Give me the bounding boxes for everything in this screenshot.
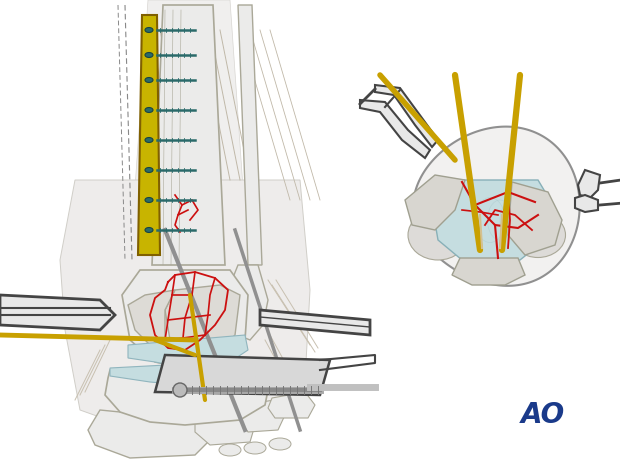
- Polygon shape: [375, 85, 438, 147]
- Polygon shape: [152, 5, 225, 265]
- Ellipse shape: [145, 28, 153, 33]
- Ellipse shape: [173, 383, 187, 397]
- Polygon shape: [165, 285, 240, 358]
- Polygon shape: [238, 5, 262, 265]
- Polygon shape: [105, 362, 270, 425]
- Polygon shape: [508, 182, 562, 255]
- Polygon shape: [155, 355, 330, 395]
- Polygon shape: [575, 195, 598, 212]
- Polygon shape: [260, 310, 370, 335]
- Ellipse shape: [145, 107, 153, 112]
- Polygon shape: [432, 180, 550, 260]
- Ellipse shape: [145, 168, 153, 173]
- Text: AO: AO: [521, 401, 565, 429]
- Polygon shape: [268, 392, 315, 418]
- Ellipse shape: [145, 78, 153, 83]
- Polygon shape: [195, 410, 255, 445]
- Polygon shape: [360, 100, 430, 158]
- Polygon shape: [238, 400, 285, 432]
- Ellipse shape: [408, 210, 468, 260]
- Polygon shape: [88, 410, 210, 458]
- Ellipse shape: [145, 138, 153, 142]
- Polygon shape: [452, 258, 525, 285]
- Polygon shape: [232, 265, 268, 340]
- Polygon shape: [110, 360, 265, 385]
- Ellipse shape: [145, 228, 153, 233]
- Polygon shape: [578, 170, 600, 198]
- Ellipse shape: [219, 444, 241, 456]
- Polygon shape: [0, 295, 115, 330]
- Ellipse shape: [145, 197, 153, 202]
- Polygon shape: [60, 180, 310, 435]
- Polygon shape: [122, 270, 248, 368]
- Polygon shape: [130, 0, 248, 260]
- Ellipse shape: [510, 213, 565, 257]
- Polygon shape: [413, 127, 580, 286]
- Polygon shape: [138, 15, 160, 255]
- Polygon shape: [405, 175, 465, 230]
- Ellipse shape: [269, 438, 291, 450]
- Polygon shape: [128, 290, 175, 345]
- Ellipse shape: [145, 52, 153, 57]
- Polygon shape: [128, 335, 248, 368]
- Ellipse shape: [244, 442, 266, 454]
